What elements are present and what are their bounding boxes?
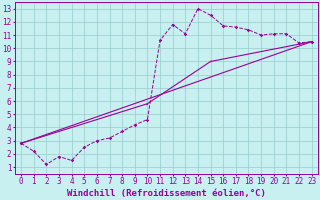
X-axis label: Windchill (Refroidissement éolien,°C): Windchill (Refroidissement éolien,°C) — [67, 189, 266, 198]
